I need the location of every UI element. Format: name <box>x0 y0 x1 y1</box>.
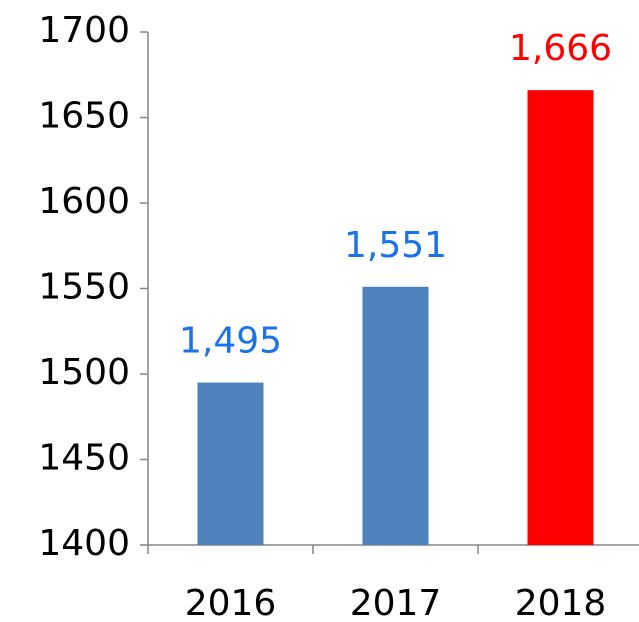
y-tick-label: 1650 <box>38 96 130 137</box>
x-tick-label: 2017 <box>350 583 442 622</box>
y-tick-label: 1600 <box>38 181 130 222</box>
data-label: 1,551 <box>344 225 447 266</box>
data-label: 1,666 <box>509 28 612 69</box>
y-tick-label: 1500 <box>38 352 130 393</box>
bar <box>197 382 264 545</box>
y-tick-label: 1450 <box>38 438 130 479</box>
data-label: 1,495 <box>179 321 282 362</box>
y-tick-label: 1400 <box>38 523 130 564</box>
bar <box>527 90 594 545</box>
x-tick-label: 2018 <box>515 583 607 622</box>
bar <box>362 286 429 545</box>
y-tick-label: 1700 <box>38 10 130 51</box>
y-tick-label: 1550 <box>38 267 130 308</box>
x-tick-label: 2016 <box>185 583 277 622</box>
